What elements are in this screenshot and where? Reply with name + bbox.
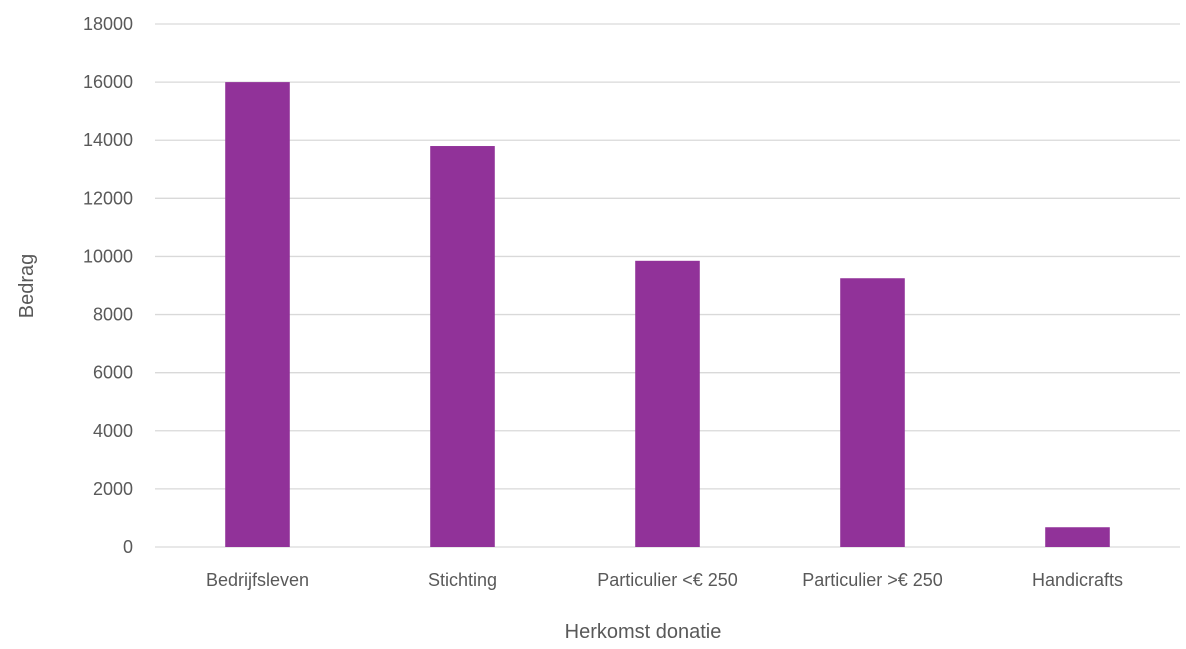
y-axis-title: Bedrag	[16, 254, 38, 319]
bar	[225, 82, 290, 547]
y-tick-label: 2000	[93, 479, 133, 499]
y-tick-label: 8000	[93, 305, 133, 325]
y-tick-label: 4000	[93, 421, 133, 441]
bar	[635, 260, 700, 547]
y-axis-tick-labels: 0 2000 4000 6000 8000 10000 12000 14000 16000 180…	[83, 14, 133, 557]
x-tick-label: Handicrafts	[1032, 570, 1123, 590]
x-tick-label: Particulier <€ 250	[597, 570, 738, 590]
x-tick-label: Stichting	[428, 570, 497, 590]
y-tick-label: 6000	[93, 363, 133, 383]
y-tick-label: 0	[123, 537, 133, 557]
y-tick-label: 16000	[83, 72, 133, 92]
x-axis-tick-labels: Bedrijfsleven Stichting Particulier <€ 250…	[206, 570, 1123, 590]
x-axis-title: Herkomst donatie	[565, 621, 722, 643]
bar	[430, 146, 495, 548]
bars	[225, 82, 1110, 548]
bar	[840, 278, 905, 547]
y-tick-label: 12000	[83, 188, 133, 208]
y-tick-label: 18000	[83, 14, 133, 34]
x-tick-label: Bedrijfsleven	[206, 570, 309, 590]
y-tick-label: 14000	[83, 130, 133, 150]
y-tick-label: 10000	[83, 246, 133, 266]
x-tick-label: Particulier >€ 250	[802, 570, 943, 590]
bar	[1045, 527, 1110, 547]
